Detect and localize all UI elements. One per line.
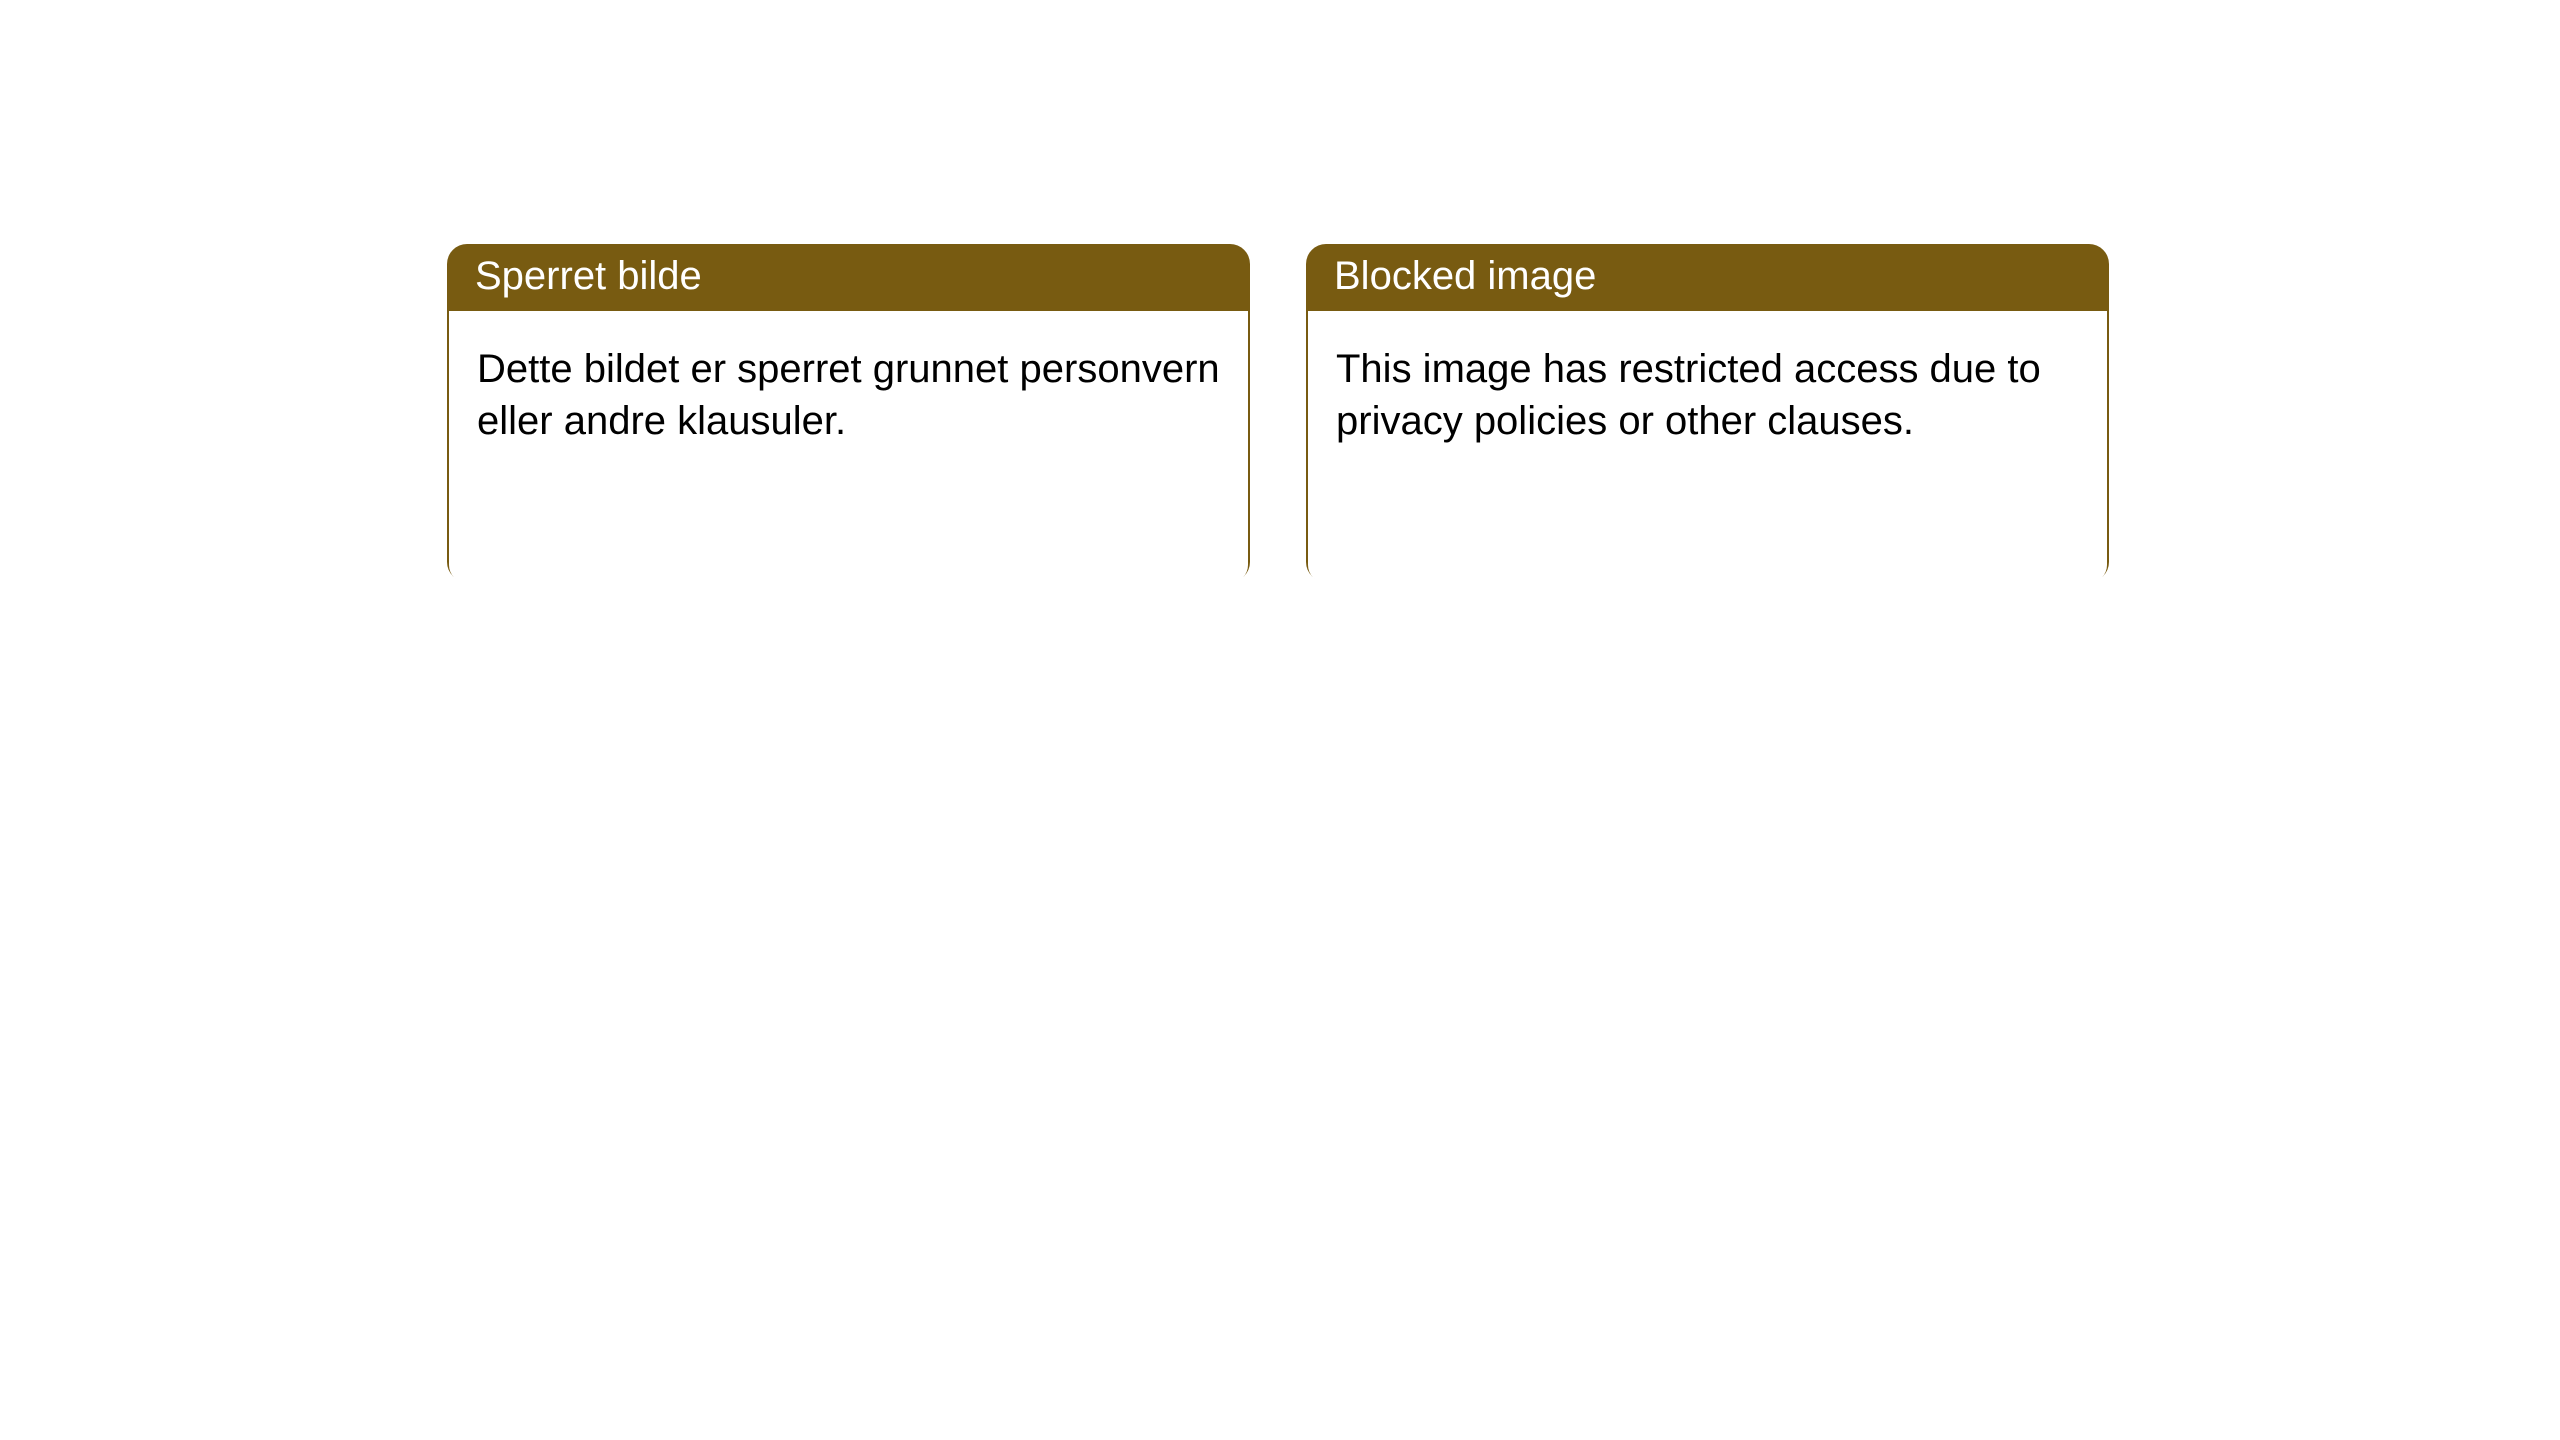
notice-card-en: Blocked image This image has restricted … bbox=[1306, 244, 2109, 582]
notice-card-title-no: Sperret bilde bbox=[447, 244, 1250, 311]
notice-card-body-no: Dette bildet er sperret grunnet personve… bbox=[447, 311, 1250, 582]
notice-container: Sperret bilde Dette bildet er sperret gr… bbox=[0, 0, 2560, 582]
notice-card-title-en: Blocked image bbox=[1306, 244, 2109, 311]
notice-card-no: Sperret bilde Dette bildet er sperret gr… bbox=[447, 244, 1250, 582]
notice-card-body-en: This image has restricted access due to … bbox=[1306, 311, 2109, 582]
